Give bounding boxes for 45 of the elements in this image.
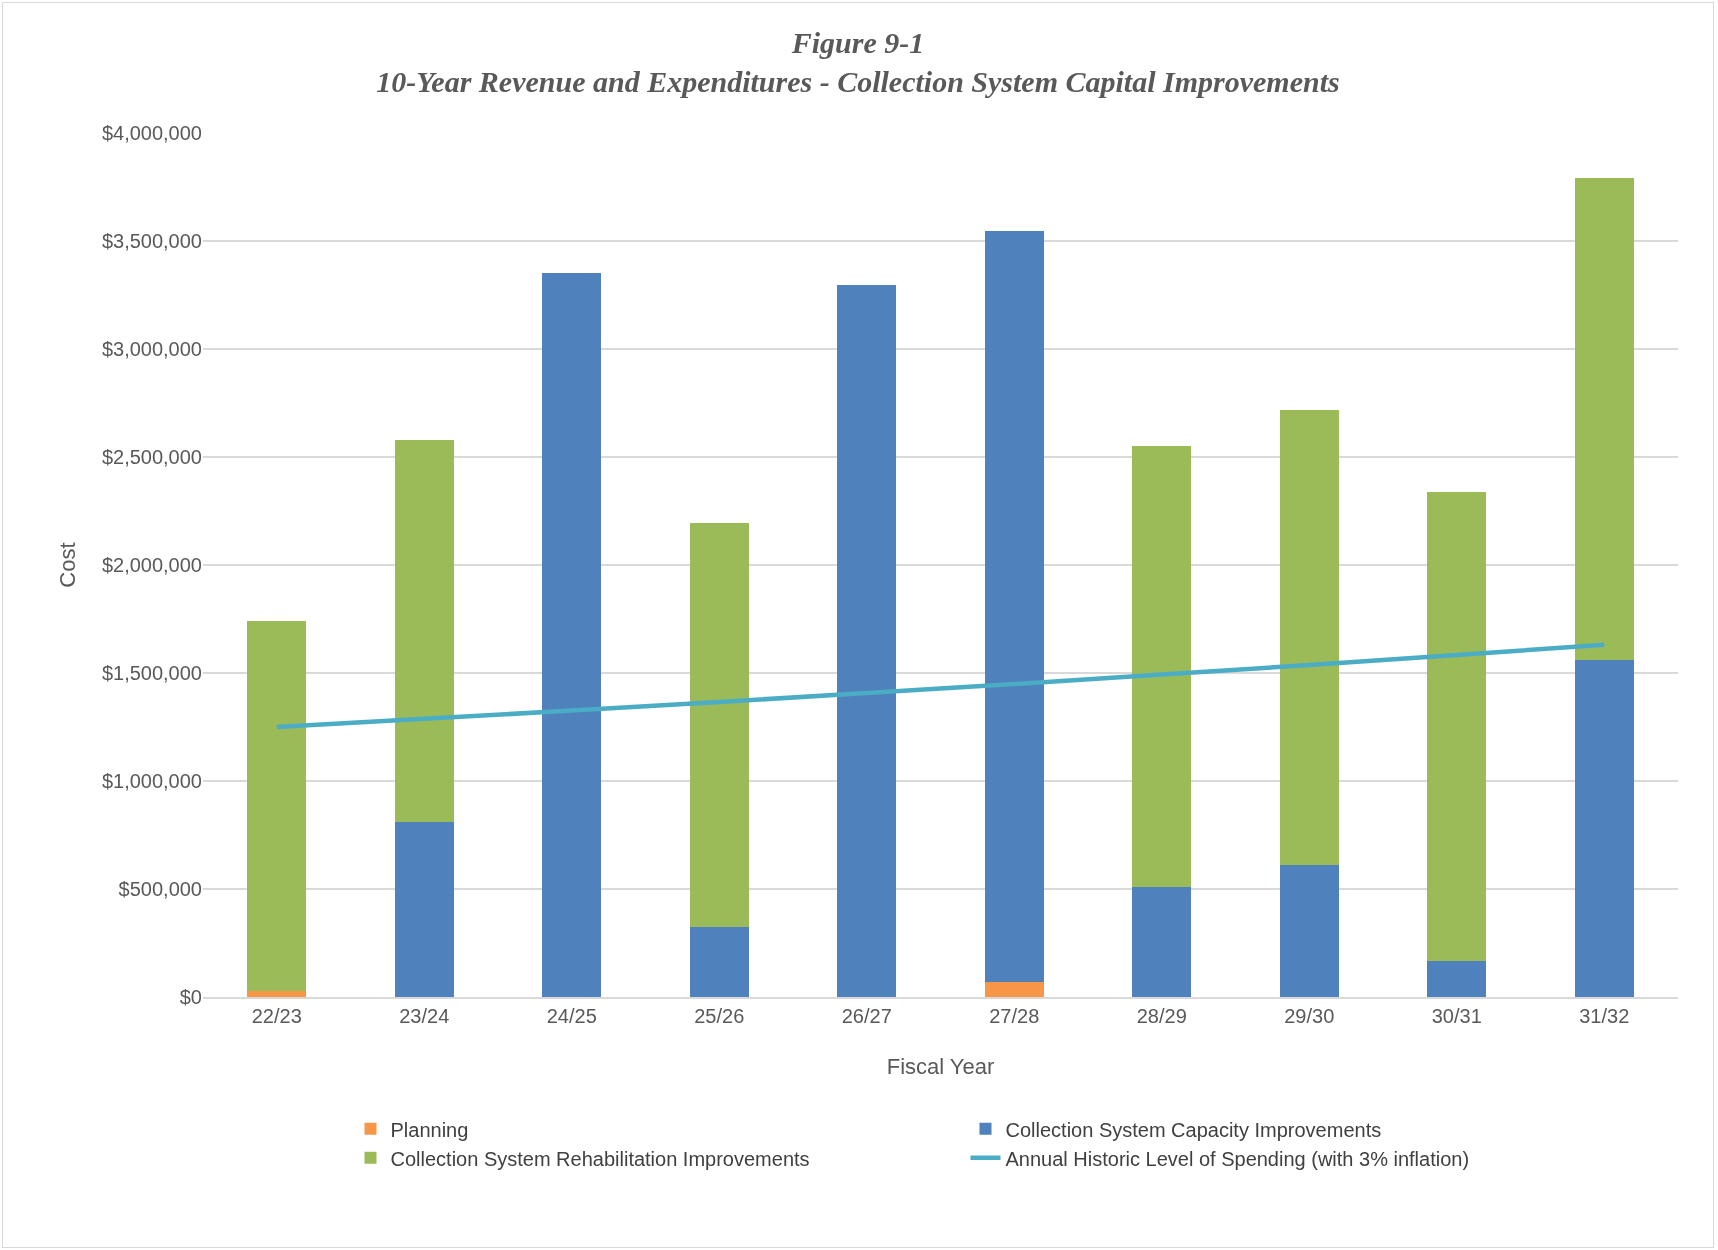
bar [247,990,307,997]
bar [1427,960,1487,997]
y-tick-label: $1,500,000 [101,662,202,684]
x-tick-label: 23/24 [399,1004,450,1027]
x-tick-label: 27/28 [989,1004,1040,1027]
line-series [274,642,1607,730]
bar [394,440,454,823]
y-tick-label: $500,000 [118,878,202,900]
y-tick-label: $3,000,000 [101,338,202,360]
bar [1574,659,1634,997]
chart-title: Figure 9-1 10-Year Revenue and Expenditures - Collection System Capital Improvements [376,25,1340,98]
bar [1279,409,1339,866]
x-axis-title: Fiscal Year [886,1053,995,1079]
y-tick-label: $2,500,000 [101,446,202,468]
bar [689,523,749,928]
x-tick-label: 22/23 [251,1004,302,1027]
bar [1279,865,1339,997]
x-tick-label: 29/30 [1284,1004,1335,1027]
x-tick-label: 31/32 [1579,1004,1630,1027]
legend-label: Collection System Rehabilitation Improvements [390,1147,810,1170]
x-tick-label: 26/27 [841,1004,892,1027]
bar [837,284,897,997]
bar [1427,492,1487,961]
x-tick-label: 25/26 [694,1004,745,1027]
bar [984,982,1044,997]
bar [1132,445,1192,887]
legend-label: Annual Historic Level of Spending (with 3% inflation) [1005,1147,1470,1170]
y-tick-label: $4,000,000 [101,122,202,144]
x-tick-label: 28/29 [1136,1004,1187,1027]
bar [542,272,602,997]
bar [1574,177,1634,660]
y-tick-label: $0 [179,986,202,1008]
legend-label: Planning [390,1118,469,1141]
y-tick-label: $1,000,000 [101,770,202,792]
x-tick-label: 24/25 [546,1004,597,1027]
bar [984,230,1044,983]
y-tick-label: $3,500,000 [101,230,202,252]
y-tick-label: $2,000,000 [101,554,202,576]
bar [247,620,307,991]
x-tick-label: 30/31 [1431,1004,1482,1027]
bar [689,927,749,997]
bar [1132,886,1192,997]
legend-label: Collection System Capacity Improvements [1005,1118,1382,1141]
y-axis-title: Cost [54,542,80,588]
bar [394,822,454,997]
